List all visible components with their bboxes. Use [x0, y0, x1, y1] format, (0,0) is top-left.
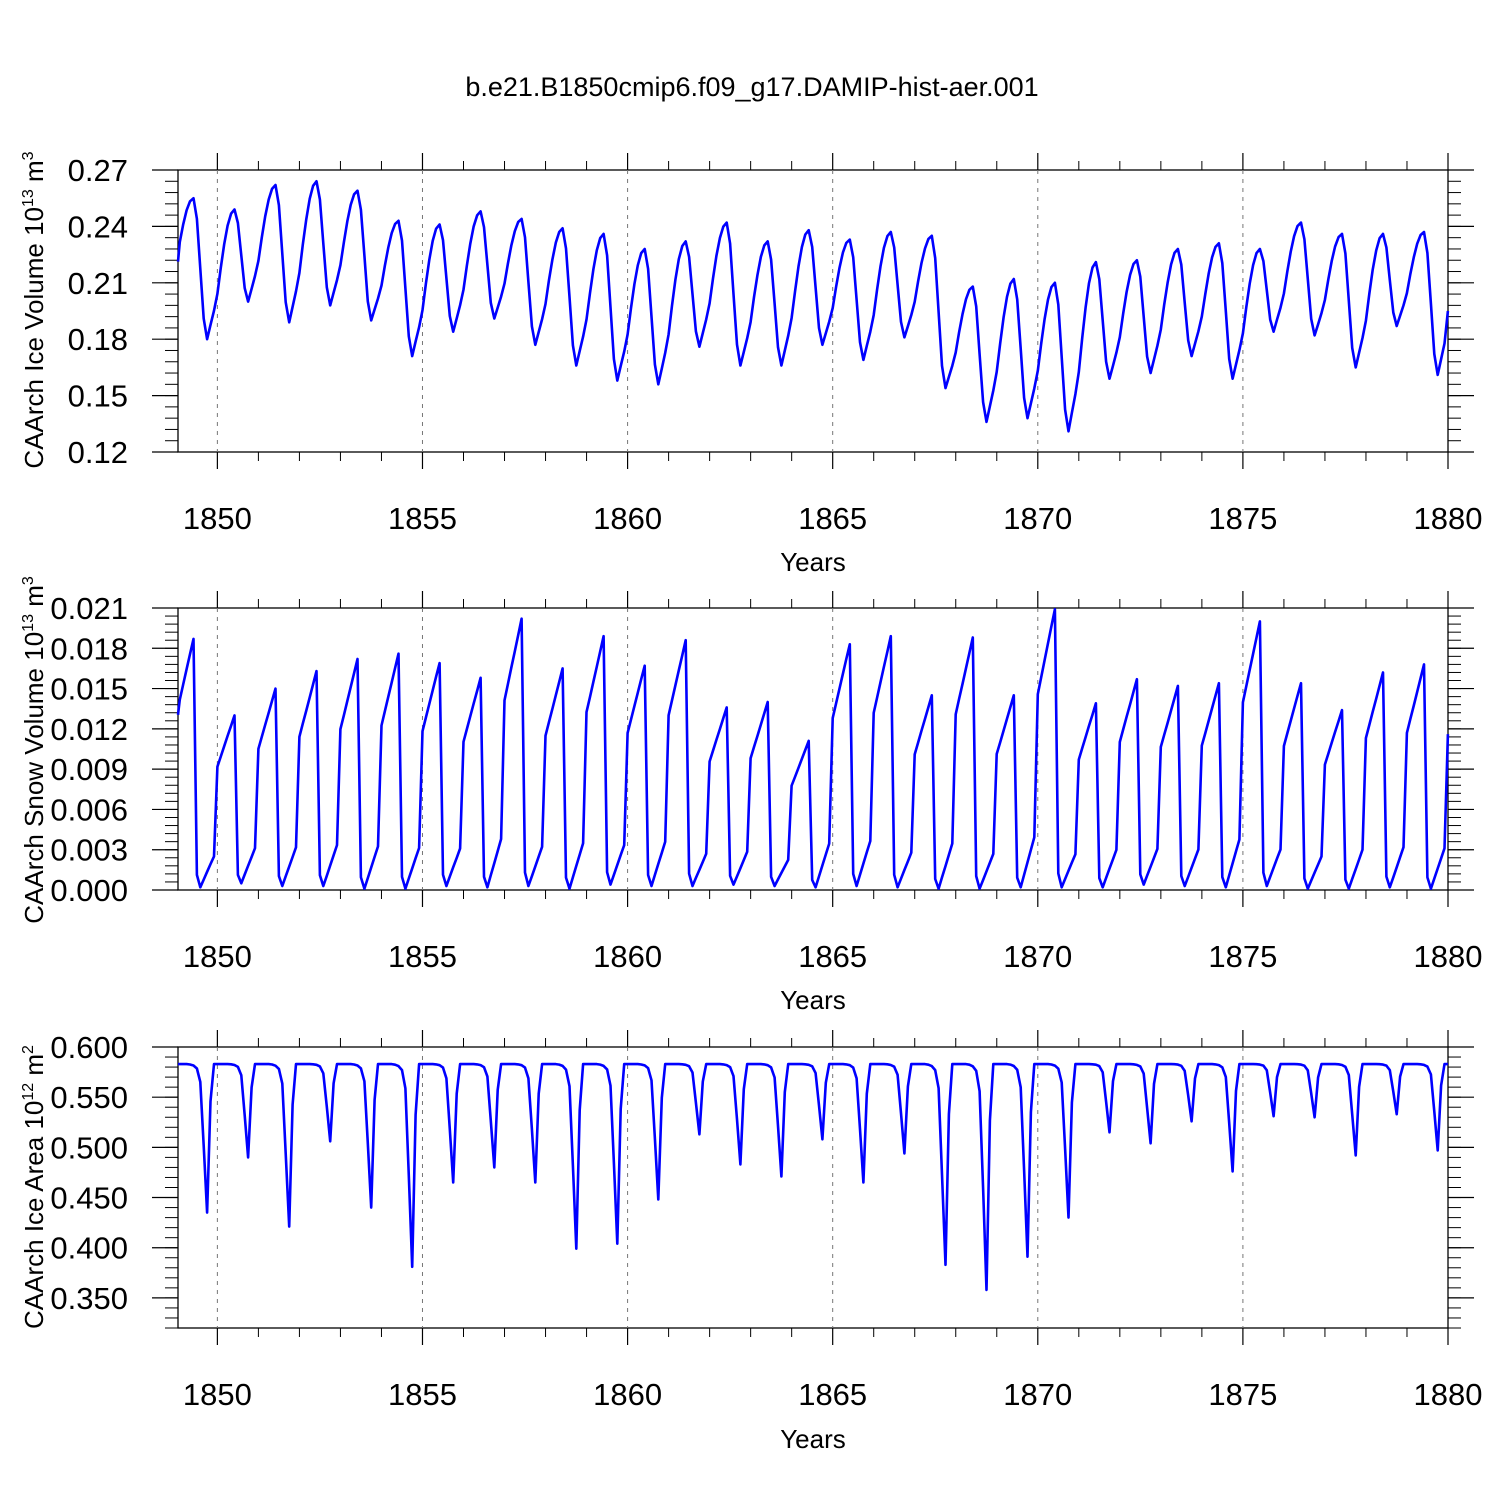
plot-frame [177, 1046, 1449, 1329]
y-tick-label: 0.018 [50, 631, 128, 666]
figure-title: b.e21.B1850cmip6.f09_g17.DAMIP-hist-aer.… [465, 72, 1038, 102]
x-tick-label: 1880 [1414, 501, 1483, 536]
y-tick-label: 0.500 [50, 1130, 128, 1165]
x-axis-label: Years [780, 1424, 846, 1454]
y-tick-label: 0.27 [68, 153, 128, 188]
y-tick-label: 0.550 [50, 1080, 128, 1115]
y-tick-label: 0.12 [68, 435, 128, 470]
x-axis-label: Years [780, 547, 846, 577]
x-tick-label: 1860 [593, 939, 662, 974]
y-tick-label: 0.21 [68, 266, 128, 301]
x-tick-label: 1865 [798, 501, 867, 536]
x-tick-label: 1880 [1414, 1377, 1483, 1412]
x-axis-label: Years [780, 985, 846, 1015]
y-axis-label: CAArch Snow Volume 1013 m3 [19, 576, 49, 924]
x-tick-label: 1855 [388, 939, 457, 974]
y-tick-label: 0.003 [50, 833, 128, 868]
y-tick-label: 0.400 [50, 1231, 128, 1266]
x-tick-label: 1850 [183, 1377, 252, 1412]
x-tick-label: 1865 [798, 939, 867, 974]
x-tick-label: 1875 [1208, 939, 1277, 974]
plot-frame [177, 169, 1449, 453]
y-tick-label: 0.015 [50, 672, 128, 707]
x-tick-label: 1870 [1003, 1377, 1072, 1412]
x-tick-label: 1855 [388, 501, 457, 536]
y-tick-label: 0.350 [50, 1281, 128, 1316]
x-tick-label: 1875 [1208, 501, 1277, 536]
y-tick-label: 0.012 [50, 712, 128, 747]
y-tick-label: 0.15 [68, 379, 128, 414]
x-tick-label: 1880 [1414, 939, 1483, 974]
y-tick-label: 0.24 [68, 209, 128, 244]
panel-snow-volume: CAArch Snow Volume 1013 m3 Years 1850 185… [19, 576, 1482, 1015]
x-tick-label: 1850 [183, 939, 252, 974]
x-tick-label: 1860 [593, 1377, 662, 1412]
series-line [176, 180, 1450, 433]
y-axis-label: CAArch Ice Volume 1013 m3 [19, 151, 49, 468]
y-tick-label: 0.600 [50, 1030, 128, 1065]
x-tick-label: 1870 [1003, 501, 1072, 536]
x-tick-label: 1870 [1003, 939, 1072, 974]
y-axis-label: CAArch Ice Area 1012 m2 [19, 1045, 49, 1329]
y-tick-label: 0.009 [50, 752, 128, 787]
x-tick-label: 1860 [593, 501, 662, 536]
series-line [176, 608, 1450, 890]
series-line [178, 1062, 1448, 1292]
y-tick-label: 0.18 [68, 322, 128, 357]
y-tick-label: 0.021 [50, 591, 128, 626]
y-tick-label: 0.000 [50, 873, 128, 908]
y-tick-label: 0.006 [50, 792, 128, 827]
x-tick-label: 1875 [1208, 1377, 1277, 1412]
panel-ice-area: CAArch Ice Area 1012 m2 Years 1850 1855 18… [19, 1030, 1482, 1454]
panel-ice-volume: CAArch Ice Volume 1013 m3 Years 1850 1855… [19, 151, 1482, 577]
y-tick-label: 0.450 [50, 1181, 128, 1216]
plot-frame [177, 607, 1449, 891]
x-tick-label: 1865 [798, 1377, 867, 1412]
x-tick-label: 1850 [183, 501, 252, 536]
x-tick-label: 1855 [388, 1377, 457, 1412]
